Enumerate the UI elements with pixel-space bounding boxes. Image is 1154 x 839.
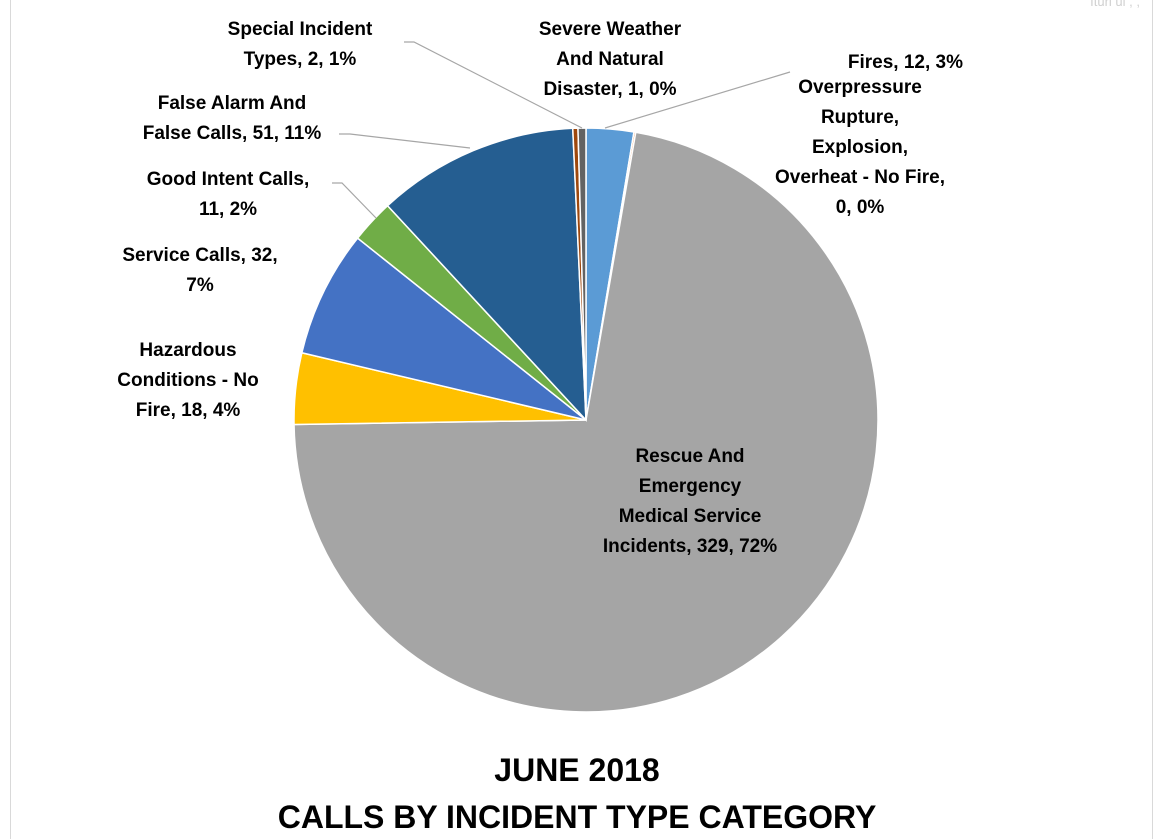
data-label-7-line-0: Severe Weather xyxy=(539,19,682,40)
data-label-6: False Alarm And False Calls, 51, 11% xyxy=(143,93,322,144)
data-label-2: Rescue And Emergency Medical Service Incide… xyxy=(603,446,777,557)
data-label-3-line-0: Hazardous xyxy=(139,340,236,361)
data-label-1-line-0: Overpressure xyxy=(798,77,922,98)
data-label-2-line-2: Medical Service xyxy=(619,506,762,527)
chart-frame xyxy=(10,0,1153,839)
leader-line-8 xyxy=(404,41,583,129)
leader-lines xyxy=(332,41,791,219)
data-label-2-line-3: Incidents, 329, 72% xyxy=(603,536,777,557)
pie-slice-4 xyxy=(300,237,587,421)
leader-line-6 xyxy=(339,133,471,149)
data-label-7-line-1: And Natural xyxy=(556,49,664,70)
pie-slice-2 xyxy=(293,131,879,713)
data-label-1-line-3: Overheat - No Fire, xyxy=(775,167,945,188)
corner-text: Ituri ui , , xyxy=(1090,0,1140,9)
data-label-5: Good Intent Calls, 11, 2% xyxy=(147,169,310,220)
data-label-3-line-1: Conditions - No xyxy=(117,370,258,391)
data-label-7-line-2: Disaster, 1, 0% xyxy=(543,79,676,100)
data-label-1-line-4: 0, 0% xyxy=(836,197,885,218)
data-label-4-line-0: Service Calls, 32, xyxy=(122,245,277,266)
data-label-1: Overpressure Rupture, Explosion, Overheat -… xyxy=(775,77,945,218)
data-label-7: Severe Weather And Natural Disaster, 1, 0% xyxy=(539,19,682,100)
data-label-5-line-1: 11, 2% xyxy=(199,199,257,220)
data-label-5-line-0: Good Intent Calls, xyxy=(147,169,310,190)
data-label-0: Fires, 12, 3% xyxy=(848,52,963,73)
data-label-1-line-2: Explosion, xyxy=(812,137,908,158)
chart-title-line-1: JUNE 2018 xyxy=(494,752,659,788)
chart-title-line-2: CALLS BY INCIDENT TYPE CATEGORY xyxy=(278,799,877,835)
data-label-4-line-1: 7% xyxy=(186,275,214,296)
data-label-3-line-2: Fire, 18, 4% xyxy=(136,400,241,421)
data-label-8-line-1: Types, 2, 1% xyxy=(244,49,357,70)
data-label-6-line-0: False Alarm And xyxy=(158,93,307,114)
data-label-4: Service Calls, 32, 7% xyxy=(122,245,277,296)
leader-line-0 xyxy=(604,71,791,129)
data-label-3: Hazardous Conditions - No Fire, 18, 4% xyxy=(117,340,258,421)
data-label-8: Special Incident Types, 2, 1% xyxy=(228,19,373,70)
data-label-6-line-1: False Calls, 51, 11% xyxy=(143,123,322,144)
data-label-1-line-1: Rupture, xyxy=(821,107,899,128)
pie-slice-6 xyxy=(386,127,587,423)
leader-line-5 xyxy=(332,182,377,219)
data-labels: Fires, 12, 3% Overpressure Rupture, Explosi… xyxy=(117,19,963,557)
data-label-2-line-0: Rescue And xyxy=(635,446,744,467)
data-label-0-line-0: Fires, 12, 3% xyxy=(848,52,963,73)
pie-slices xyxy=(293,127,879,713)
data-label-2-line-1: Emergency xyxy=(639,476,742,497)
data-label-8-line-0: Special Incident xyxy=(228,19,373,40)
